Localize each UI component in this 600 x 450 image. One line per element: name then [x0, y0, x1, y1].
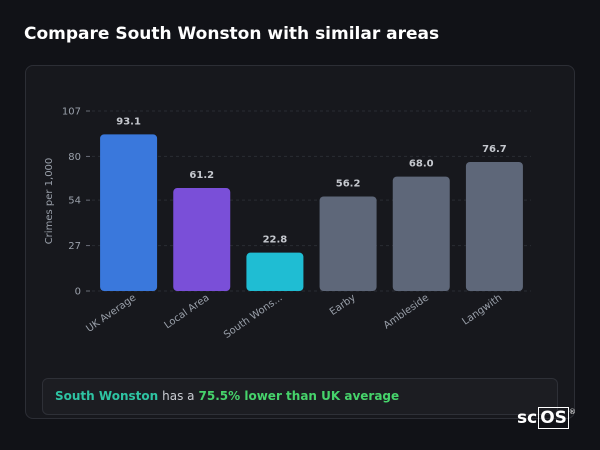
x-tick-label: Earby: [328, 292, 358, 318]
page-title: Compare South Wonston with similar areas: [24, 24, 440, 44]
value-label: 68.0: [409, 159, 434, 170]
x-tick-label: Langwith: [460, 292, 504, 327]
summary-box: South Wonston has a 75.5% lower than UK av…: [42, 378, 558, 415]
logo: sc OS ®: [517, 407, 576, 429]
bar: [100, 134, 158, 291]
logo-mark: ®: [568, 408, 576, 416]
y-tick-label: 107: [62, 107, 81, 118]
y-axis-label: Crimes per 1,000: [44, 158, 55, 245]
x-tick-label: South Wons...: [222, 292, 285, 340]
y-tick-label: 54: [68, 196, 81, 207]
bar: [392, 176, 450, 291]
summary-text: has a: [162, 389, 195, 403]
value-label: 93.1: [116, 116, 141, 127]
y-tick-label: 27: [68, 241, 81, 252]
logo-prefix: sc: [517, 408, 538, 428]
bar: [465, 161, 523, 291]
value-label: 76.7: [482, 144, 507, 155]
x-tick-label: UK Average: [84, 292, 138, 334]
bar: [246, 252, 304, 291]
x-tick-label: Ambleside: [382, 292, 431, 331]
bar: [319, 196, 377, 291]
y-tick-label: 0: [75, 287, 81, 298]
value-label: 22.8: [263, 235, 288, 246]
logo-boxed: OS: [538, 407, 569, 429]
bar: [173, 188, 231, 291]
value-label: 61.2: [189, 170, 214, 181]
place-name: South Wonston: [55, 389, 159, 403]
value-label: 56.2: [336, 178, 361, 189]
y-tick-label: 80: [68, 152, 81, 163]
x-tick-label: Local Area: [162, 292, 211, 331]
summary-highlight: 75.5% lower than UK average: [198, 389, 400, 403]
